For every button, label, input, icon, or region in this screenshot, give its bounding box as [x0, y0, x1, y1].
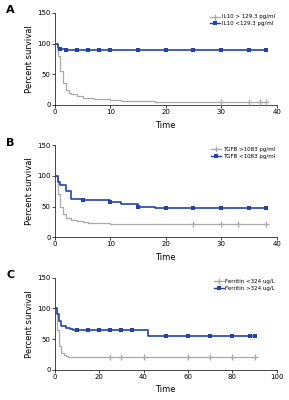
Point — [108, 47, 113, 54]
Point — [97, 327, 101, 334]
Point — [191, 205, 196, 212]
Point — [263, 47, 268, 54]
Point — [230, 354, 235, 360]
Point — [219, 205, 223, 212]
Point — [247, 99, 251, 105]
Point — [136, 47, 140, 54]
Point — [208, 333, 212, 339]
Point — [263, 99, 268, 105]
Point — [86, 46, 90, 53]
Point — [186, 354, 190, 360]
Point — [208, 354, 212, 360]
Point — [58, 46, 63, 52]
Point — [75, 327, 79, 334]
X-axis label: Time: Time — [155, 121, 176, 130]
Y-axis label: Percent survival: Percent survival — [25, 25, 34, 93]
Point — [164, 333, 168, 339]
Point — [236, 221, 240, 228]
Point — [263, 221, 268, 228]
Point — [247, 205, 251, 212]
Y-axis label: Percent survival: Percent survival — [25, 290, 34, 358]
Legend: IL10 > 129.3 pg/ml, IL10 <129.3 pg/ml: IL10 > 129.3 pg/ml, IL10 <129.3 pg/ml — [210, 14, 276, 27]
Legend: TGFB >1083 pg/ml, TGFB <1083 pg/ml: TGFB >1083 pg/ml, TGFB <1083 pg/ml — [211, 146, 276, 159]
Point — [263, 205, 268, 212]
Point — [119, 354, 124, 360]
Point — [258, 99, 262, 105]
Text: A: A — [6, 6, 15, 16]
Text: B: B — [6, 138, 14, 148]
Point — [136, 204, 140, 210]
Point — [75, 46, 79, 53]
Point — [219, 221, 223, 228]
Point — [252, 354, 257, 360]
Point — [186, 333, 190, 339]
Point — [219, 47, 223, 54]
Point — [191, 47, 196, 54]
Point — [119, 327, 124, 334]
Point — [247, 47, 251, 54]
X-axis label: Time: Time — [155, 386, 176, 394]
Point — [64, 46, 68, 53]
Point — [248, 333, 252, 339]
Point — [164, 47, 168, 54]
X-axis label: Time: Time — [155, 253, 176, 262]
Point — [230, 333, 235, 339]
Point — [97, 46, 101, 53]
Point — [252, 333, 257, 339]
Point — [108, 198, 113, 205]
Point — [130, 327, 135, 334]
Y-axis label: Percent survival: Percent survival — [25, 157, 34, 225]
Point — [164, 205, 168, 212]
Point — [108, 327, 113, 334]
Point — [219, 99, 223, 105]
Point — [80, 197, 85, 204]
Point — [191, 221, 196, 228]
Text: C: C — [6, 270, 14, 280]
Legend: Ferritin <324 ug/L, Ferritin >324 ug/L: Ferritin <324 ug/L, Ferritin >324 ug/L — [213, 279, 276, 292]
Point — [86, 327, 90, 334]
Point — [141, 354, 146, 360]
Point — [108, 354, 113, 360]
